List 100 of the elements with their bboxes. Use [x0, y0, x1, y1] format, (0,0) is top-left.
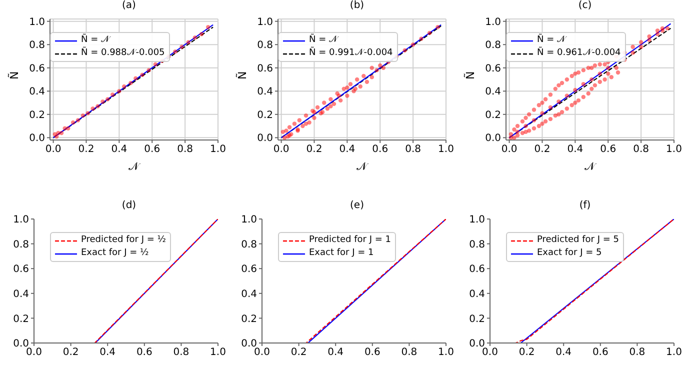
y-tick-label: 0.4: [469, 288, 485, 300]
y-tick-label: 0.6: [241, 264, 257, 276]
point: [134, 76, 138, 80]
x-tick-label: 0.2: [62, 347, 79, 358]
y-tick-label: 0.2: [257, 110, 273, 121]
chart-title: (e): [349, 200, 365, 212]
y-tick-label: 0.6: [257, 63, 273, 74]
point: [354, 77, 360, 82]
y-tick-label: 0.4: [485, 86, 501, 98]
point: [370, 75, 374, 80]
y-tick-label: 0.8: [469, 239, 485, 250]
point: [315, 105, 320, 110]
point: [192, 36, 198, 40]
x-tick-label: 0.0: [273, 144, 290, 156]
y-axis-title: Ñ: [6, 71, 21, 80]
y-axis-title: Ñ: [234, 71, 249, 80]
x-tick-label: 0.4: [100, 347, 116, 358]
y-tick-label: 0.2: [469, 314, 485, 325]
point: [110, 92, 115, 97]
y-tick-label: 0.8: [13, 239, 29, 250]
x-axis-title: 𝒩: [356, 160, 368, 173]
y-tick-label: 0.0: [29, 133, 45, 144]
point: [186, 40, 190, 44]
point: [180, 44, 184, 50]
y-tick-label: 0.4: [13, 288, 29, 300]
x-tick-label: 0.8: [401, 347, 418, 358]
point: [96, 104, 100, 108]
point: [304, 122, 308, 126]
legend-label: Ñ = 0.991𝒩-0.004: [309, 47, 393, 60]
point: [304, 113, 308, 118]
point: [336, 94, 342, 98]
point: [199, 32, 204, 36]
y-tick-label: 1.0: [13, 214, 29, 226]
point: [300, 124, 305, 128]
point: [410, 42, 416, 47]
point: [358, 84, 362, 89]
point: [381, 66, 386, 70]
x-tick-label: 0.8: [405, 144, 422, 156]
legend-label: Predicted for J = ½: [81, 234, 166, 247]
y-tick-label: 1.0: [469, 214, 485, 226]
point: [362, 74, 366, 78]
y-tick-label: 0.8: [241, 239, 257, 250]
x-tick-label: 0.6: [600, 144, 616, 156]
legend-label: Ñ = 0.988𝒩-0.005: [81, 47, 165, 60]
point: [206, 25, 210, 30]
chart-title: (c): [577, 0, 593, 12]
x-tick-label: 0.6: [364, 347, 380, 358]
point: [292, 122, 297, 126]
legend-label: Ñ = 0.961𝒩-0.004: [537, 47, 621, 60]
y-tick-label: 0.6: [29, 63, 45, 74]
point: [307, 120, 312, 125]
point: [86, 111, 90, 116]
point: [328, 97, 333, 102]
x-tick-label: 1.0: [438, 347, 454, 358]
point: [345, 86, 350, 90]
point: [140, 72, 144, 77]
y-tick-label: 0.2: [485, 110, 501, 121]
point: [90, 106, 95, 111]
chart-title: (d): [120, 200, 138, 212]
point: [328, 104, 333, 108]
x-tick-label: 0.0: [501, 144, 518, 156]
point: [106, 97, 110, 102]
y-tick-label: 1.0: [485, 16, 501, 28]
x-tick-label: 0.8: [629, 347, 646, 358]
x-tick-label: 0.0: [45, 144, 62, 156]
x-tick-label: 1.0: [210, 347, 226, 358]
legend-label: Predicted for J = 5: [537, 234, 619, 247]
x-tick-label: 0.8: [633, 144, 650, 156]
chart-title: (a): [121, 0, 137, 12]
x-tick-label: 0.4: [339, 144, 356, 156]
point: [122, 84, 126, 89]
point: [54, 134, 59, 139]
x-tick-label: 0.2: [290, 347, 307, 358]
x-tick-label: 0.2: [518, 347, 535, 358]
y-tick-label: 0.2: [241, 314, 257, 325]
legend-label: Exact for J = ½: [81, 247, 149, 260]
x-tick-label: 0.8: [177, 144, 194, 156]
x-tick-label: 0.6: [144, 144, 160, 156]
point: [325, 106, 330, 111]
point: [312, 116, 316, 120]
point: [59, 130, 64, 136]
x-tick-label: 1.0: [438, 144, 454, 156]
chart-title: (f): [578, 200, 592, 212]
legend-label: Ñ = 𝒩: [81, 34, 110, 46]
x-tick-label: 0.6: [136, 347, 152, 358]
legend-label: Ñ = 𝒩: [537, 34, 566, 46]
point: [117, 89, 122, 94]
x-tick-label: 0.2: [534, 144, 550, 156]
y-tick-label: 1.0: [29, 16, 45, 28]
point: [287, 125, 292, 130]
x-tick-label: 1.0: [666, 347, 682, 358]
point: [348, 82, 353, 86]
point: [378, 63, 382, 68]
x-tick-label: 0.2: [306, 144, 322, 156]
y-tick-label: 0.8: [257, 40, 273, 52]
x-tick-label: 0.2: [78, 144, 94, 156]
y-tick-label: 0.0: [485, 133, 501, 144]
point: [338, 98, 343, 103]
point: [322, 100, 326, 105]
x-tick-label: 0.4: [111, 144, 128, 156]
